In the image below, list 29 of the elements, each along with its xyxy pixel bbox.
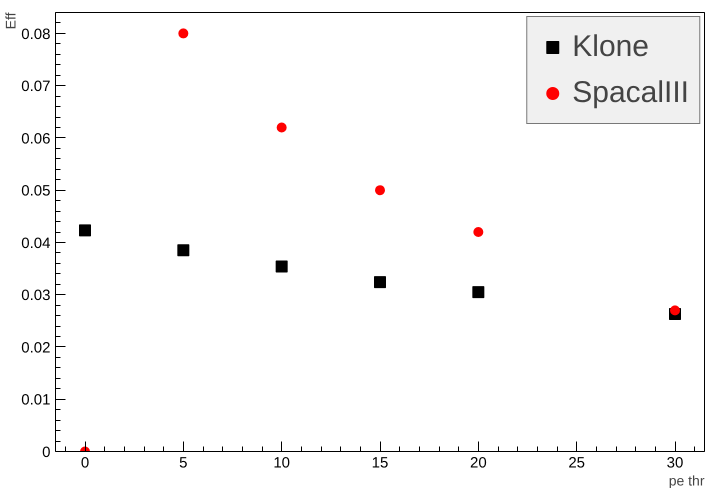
x-tick-label: 20 — [470, 454, 487, 472]
legend-label: SpacalIII — [572, 75, 689, 111]
x-tick-label: 0 — [80, 454, 90, 472]
legend-label: Klone — [572, 29, 649, 65]
y-axis-title: Eff — [2, 12, 18, 30]
y-tick-label: 0.04 — [21, 234, 51, 252]
y-tick-label: 0 — [42, 444, 50, 461]
y-tick-label: 0.03 — [21, 287, 51, 304]
point — [178, 28, 188, 38]
y-tick-label: 0.05 — [21, 182, 51, 200]
point — [472, 286, 484, 298]
point — [177, 244, 190, 256]
x-tick-label: 10 — [273, 454, 290, 472]
y-tick-label: 0.02 — [21, 339, 51, 356]
point — [375, 185, 385, 196]
y-tick-label: 0.01 — [21, 392, 51, 409]
x-tick-label: 5 — [179, 454, 188, 472]
point — [276, 260, 288, 272]
point — [374, 276, 386, 288]
point — [276, 122, 287, 132]
x-tick-label: 15 — [372, 454, 388, 472]
x-tick-label: 25 — [568, 454, 586, 472]
point — [473, 227, 484, 237]
y-tick-label: 0.06 — [21, 130, 51, 148]
y-tick-label: 0.07 — [21, 78, 51, 96]
point — [79, 224, 91, 236]
point — [670, 305, 680, 316]
y-tick-label: 0.08 — [21, 26, 51, 43]
x-tick-label: 30 — [666, 454, 684, 472]
